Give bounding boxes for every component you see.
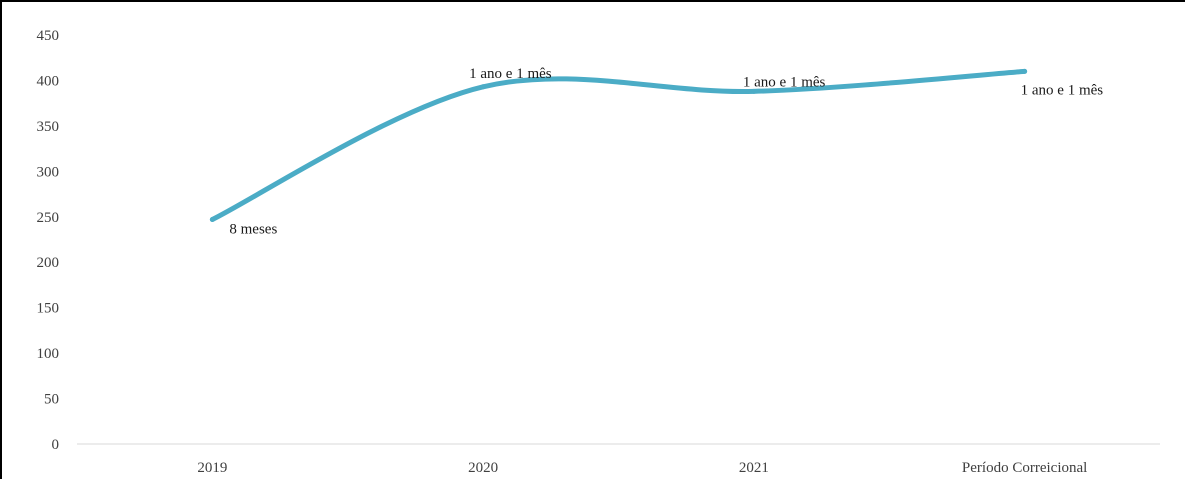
data-label: 1 ano e 1 mês [1021, 82, 1104, 98]
data-point [1022, 68, 1028, 74]
data-label: 8 meses [229, 222, 277, 238]
y-tick-label: 50 [44, 392, 59, 408]
y-tick-label: 100 [37, 346, 60, 362]
y-tick-label: 0 [52, 437, 60, 453]
data-label: 1 ano e 1 mês [469, 66, 552, 82]
data-point [480, 84, 486, 90]
x-tick-label: 2021 [739, 460, 769, 476]
y-tick-label: 250 [37, 210, 60, 226]
y-tick-label: 200 [37, 255, 60, 271]
x-tick-label: Período Correicional [962, 460, 1087, 476]
x-tick-label: 2020 [468, 460, 498, 476]
y-tick-label: 400 [37, 73, 60, 89]
x-tick-label: 2019 [197, 460, 227, 476]
series-line [209, 68, 1028, 223]
y-tick-label: 350 [37, 119, 60, 135]
y-tick-label: 300 [37, 164, 60, 180]
y-tick-label: 450 [37, 28, 60, 44]
data-point [209, 217, 215, 223]
y-tick-label: 150 [37, 301, 60, 317]
data-point [751, 88, 757, 94]
data-label: 1 ano e 1 mês [743, 74, 826, 90]
